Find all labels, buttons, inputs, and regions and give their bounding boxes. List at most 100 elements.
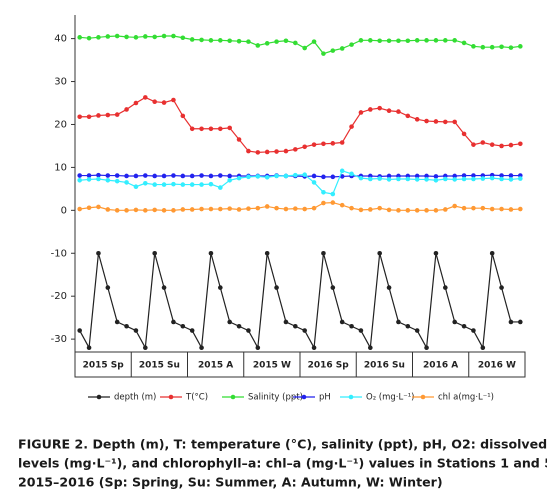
data-point [143, 208, 148, 213]
data-point [471, 205, 476, 211]
data-point [461, 173, 467, 178]
data-point [208, 181, 214, 187]
data-point [358, 207, 364, 213]
legend-label: depth (m) [114, 393, 156, 403]
data-point [339, 46, 345, 51]
y-tick-label: 10 [54, 162, 67, 173]
data-point [489, 142, 495, 147]
data-point [152, 173, 157, 179]
data-point [218, 38, 223, 43]
data-point [321, 200, 326, 206]
data-point [105, 207, 111, 212]
data-point [489, 175, 495, 181]
data-point [414, 117, 420, 122]
data-point [105, 112, 111, 118]
data-point [452, 119, 457, 125]
data-point [143, 95, 148, 100]
data-point [161, 173, 167, 179]
data-point [499, 206, 504, 212]
data-point [264, 204, 270, 209]
data-point [339, 202, 345, 208]
data-point [518, 206, 523, 212]
data-point [302, 172, 307, 177]
data-point [480, 205, 486, 211]
legend-label: pH [319, 393, 331, 403]
data-point [255, 345, 261, 351]
data-point [386, 38, 392, 44]
data-point [274, 39, 279, 44]
y-tick-label: 30 [54, 77, 67, 88]
data-point [227, 125, 232, 131]
data-point [283, 319, 289, 325]
data-point [489, 44, 495, 50]
data-point [443, 38, 448, 43]
data-point [518, 319, 523, 325]
x-group-label: 2015 A [198, 361, 233, 371]
data-point [377, 250, 382, 256]
data-point [161, 208, 167, 213]
data-point [114, 112, 120, 117]
data-point [236, 207, 242, 212]
data-point [339, 140, 345, 145]
x-group-label: 2016 A [423, 361, 458, 371]
x-group-label: 2016 Sp [308, 361, 350, 371]
data-point [377, 105, 382, 111]
data-point [396, 109, 401, 114]
data-point [283, 38, 289, 44]
data-point [264, 41, 270, 46]
data-point [152, 34, 157, 40]
data-point [171, 208, 176, 213]
data-point [311, 39, 317, 44]
data-point [330, 141, 336, 146]
data-point [480, 345, 486, 351]
x-group-label: 2016 W [478, 361, 516, 371]
series-line [79, 96, 521, 153]
data-point [96, 176, 101, 182]
data-point [518, 141, 523, 147]
data-point [311, 173, 317, 179]
data-point [180, 182, 186, 187]
data-point [208, 38, 214, 43]
data-point [124, 180, 129, 185]
data-point [171, 319, 176, 325]
data-point [396, 208, 401, 213]
data-point [443, 285, 448, 290]
data-point [171, 97, 176, 103]
data-point [508, 177, 514, 182]
legend-label: O₂ (mg·L⁻¹) [366, 393, 414, 403]
data-point [396, 176, 401, 182]
data-point [424, 38, 429, 43]
data-point [86, 205, 92, 211]
data-point [86, 345, 92, 351]
data-point [105, 173, 111, 178]
data-point [143, 180, 148, 186]
data-point [218, 185, 223, 190]
data-point [386, 177, 392, 182]
data-point [114, 208, 120, 213]
data-point [189, 328, 195, 333]
legend-label: chl a(mg·L⁻¹) [438, 393, 494, 403]
data-point [321, 250, 326, 256]
legend-marker [168, 394, 174, 400]
data-point [77, 177, 82, 183]
data-point [199, 173, 204, 178]
data-point [246, 174, 251, 180]
data-point [189, 182, 195, 187]
data-point [293, 172, 298, 178]
data-point [349, 171, 354, 177]
data-point [471, 44, 476, 49]
y-tick-label: 0 [61, 205, 67, 216]
data-point [255, 150, 261, 155]
data-point [508, 207, 514, 212]
data-point [424, 173, 429, 179]
data-point [255, 205, 261, 211]
data-point [368, 345, 373, 351]
data-point [208, 250, 214, 256]
data-point [105, 285, 111, 290]
data-point [368, 38, 373, 43]
data-point [405, 113, 411, 119]
data-point [386, 207, 392, 213]
data-point [133, 173, 139, 179]
data-point [321, 141, 326, 147]
data-point [321, 174, 326, 180]
